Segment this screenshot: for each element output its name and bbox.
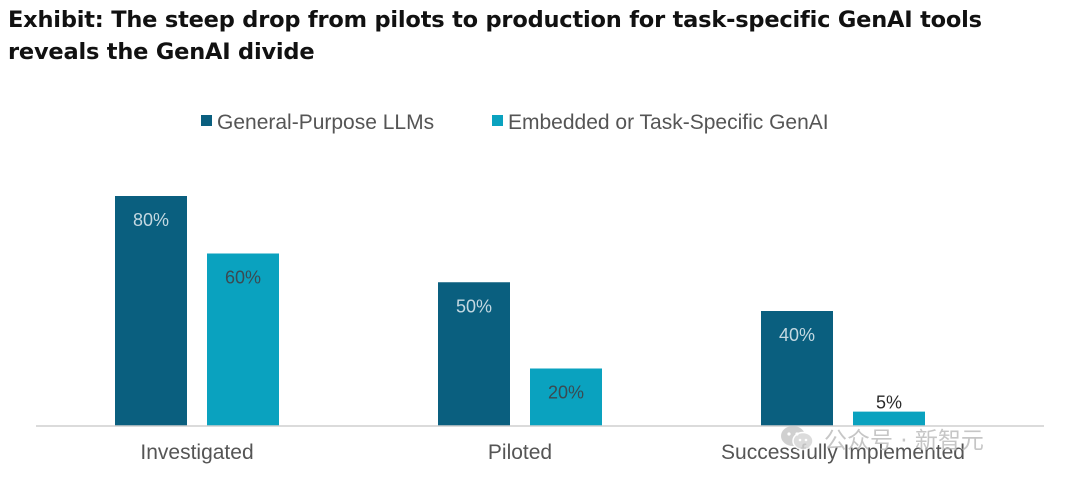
bar-value-label-general-2: 50% <box>456 296 492 316</box>
watermark: 公众号 · 新智元 <box>780 421 984 455</box>
bar-group: 80% 50% 40% 60% 20% 5% <box>115 196 925 426</box>
category-labels: Investigated Piloted Successfully Implemen… <box>140 441 965 464</box>
legend-label-1: General-Purpose LLMs <box>217 111 434 134</box>
bar-value-label-task-specific-1: 60% <box>225 268 261 288</box>
bar-task-specific-1 <box>207 253 279 426</box>
bar-value-label-task-specific-3: 5% <box>876 393 902 413</box>
bar-general-2 <box>438 282 510 426</box>
bar-task-specific-3 <box>853 411 925 426</box>
wechat-icon <box>781 426 814 451</box>
category-label-3: Successfully Implemented <box>721 441 965 464</box>
bar-value-label-task-specific-2: 20% <box>548 383 584 403</box>
bar-general-1 <box>115 196 187 426</box>
bar-task-specific-2 <box>530 368 602 426</box>
bar-value-label-general-3: 40% <box>779 325 815 345</box>
bar-general-3 <box>761 311 833 426</box>
legend-label-2: Embedded or Task-Specific GenAI <box>508 111 829 134</box>
legend-swatch-1 <box>201 115 212 126</box>
chart-title: Exhibit: The steep drop from pilots to p… <box>8 7 982 65</box>
legend-swatch-2 <box>492 115 503 126</box>
bar-value-label-general-1: 80% <box>133 210 169 230</box>
category-label-2: Piloted <box>488 441 552 464</box>
chart-legend: General-Purpose LLMs Embedded or Task-Spe… <box>201 111 829 134</box>
category-label-1: Investigated <box>140 441 253 464</box>
watermark-text: 公众号 · 新智元 <box>824 428 984 454</box>
